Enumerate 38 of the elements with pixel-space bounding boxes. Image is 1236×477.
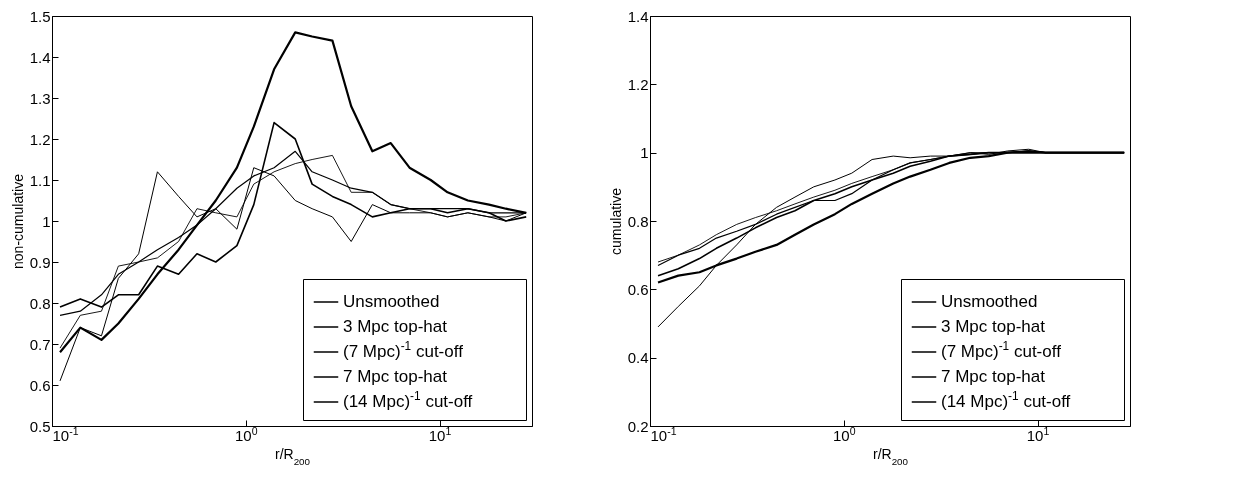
y-tick-label: 1 (640, 144, 649, 162)
y-tick-label: 1.3 (29, 89, 51, 107)
y-tick-label: 1.2 (29, 130, 51, 148)
x-tick-label: 10$^{1}$ (428, 424, 452, 444)
y-tick-label: 0.6 (29, 376, 51, 394)
legend-label: 3 Mpc top-hat (941, 317, 1046, 336)
x-tick-label: 10$^{-1}$ (650, 424, 677, 444)
y-tick-label: 0.5 (29, 417, 51, 435)
y-tick-label: 1.2 (627, 75, 649, 93)
y-tick-label: 1.4 (29, 48, 51, 66)
legend-label: 7 Mpc top-hat (343, 367, 448, 386)
y-tick-label: 1.5 (29, 7, 51, 25)
y-tick-label: 0.6 (627, 280, 649, 298)
x-axis-title: r/R$_{200}$ (274, 445, 311, 466)
x-tick-label: 10$^{1}$ (1026, 424, 1050, 444)
legend-label: Unsmoothed (343, 292, 440, 311)
y-tick-label: 0.9 (29, 253, 51, 271)
x-tick-label: 10$^{0}$ (833, 424, 856, 444)
y-tick-label: 0.8 (29, 294, 51, 312)
legend-label: (14 Mpc)$^{-1}$ cut-off (343, 389, 473, 411)
legend-label: 7 Mpc top-hat (941, 367, 1046, 386)
y-axis-title: cumulative (607, 187, 624, 255)
legend-label: (7 Mpc)$^{-1}$ cut-off (941, 339, 1062, 361)
x-tick-label: 10$^{0}$ (235, 424, 258, 444)
y-tick-label: 0.4 (627, 349, 649, 367)
legend-label: Unsmoothed (941, 292, 1038, 311)
y-tick-label: 0.2 (627, 417, 649, 435)
x-tick-label: 10$^{-1}$ (52, 424, 79, 444)
y-tick-label: 1.4 (627, 7, 649, 25)
y-tick-label: 0.7 (29, 335, 51, 353)
legend-label: 3 Mpc top-hat (343, 317, 448, 336)
legend-label: (7 Mpc)$^{-1}$ cut-off (343, 339, 464, 361)
y-tick-label: 1 (42, 212, 51, 230)
legend-label: (14 Mpc)$^{-1}$ cut-off (941, 389, 1071, 411)
y-axis-title: non-cumulative (9, 173, 26, 269)
y-tick-label: 1.1 (29, 171, 51, 189)
y-tick-label: 0.8 (627, 212, 649, 230)
x-axis-title: r/R$_{200}$ (872, 445, 909, 466)
